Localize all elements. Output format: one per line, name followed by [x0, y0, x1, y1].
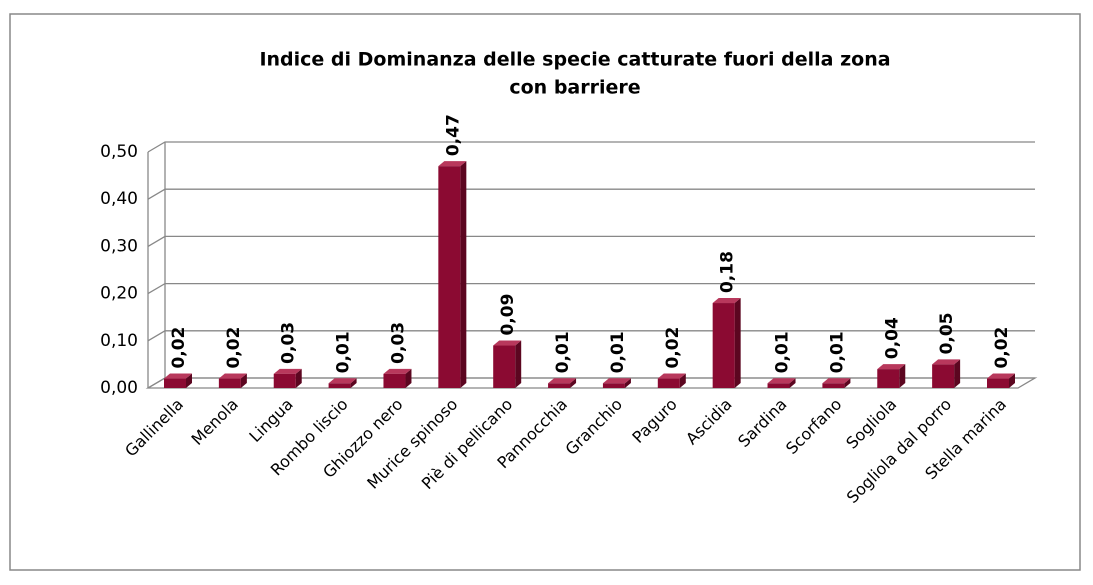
- value-label: 0,03: [279, 322, 299, 364]
- value-label: 0,02: [224, 327, 244, 369]
- bar-top: [987, 373, 1015, 379]
- grid-line: [147, 141, 1035, 153]
- bar: [712, 303, 735, 388]
- bar: [932, 364, 955, 388]
- grid-line: [147, 282, 1035, 295]
- bar-side: [954, 359, 961, 388]
- bar: [273, 373, 296, 388]
- value-label: 0,03: [388, 322, 408, 364]
- grid-line: [147, 188, 1035, 200]
- bar: [164, 378, 186, 388]
- bar-top: [218, 373, 247, 379]
- bar-top: [877, 364, 906, 370]
- bar-side: [350, 378, 357, 388]
- chart-title: con barriere: [509, 77, 640, 99]
- bar-side: [515, 340, 522, 388]
- bar-side: [624, 378, 631, 388]
- bar-top: [657, 373, 686, 379]
- y-tick-label: 0,20: [100, 284, 138, 304]
- bar-side: [186, 373, 192, 388]
- bar-side: [570, 378, 577, 388]
- y-tick-label: 0,00: [100, 378, 138, 398]
- bar-top: [932, 359, 961, 365]
- bar-top: [602, 378, 631, 384]
- value-label: 0,01: [773, 331, 793, 373]
- bar-side: [240, 373, 247, 388]
- bar-side: [844, 378, 851, 388]
- y-tick-label: 0,40: [100, 189, 138, 209]
- y-tick-label: 0,50: [100, 142, 138, 162]
- bar: [383, 373, 406, 388]
- bar-top: [712, 298, 741, 304]
- bar: [218, 378, 241, 388]
- bar-side: [405, 368, 412, 388]
- bar: [767, 383, 790, 388]
- y-tick-label: 0,10: [100, 331, 138, 351]
- bar-top: [822, 378, 851, 384]
- bar: [438, 166, 461, 388]
- bar-top: [548, 378, 577, 384]
- value-label: 0,01: [608, 331, 628, 373]
- bar-top: [493, 340, 522, 346]
- value-label: 0,09: [498, 294, 518, 336]
- bar-side: [789, 378, 796, 388]
- value-label: 0,02: [169, 327, 189, 369]
- bar-side: [295, 368, 302, 388]
- grid-line: [147, 235, 1035, 247]
- y-tick-label: 0,30: [100, 236, 138, 256]
- bar: [493, 345, 516, 388]
- value-label: 0,47: [443, 114, 463, 156]
- value-label: 0,01: [334, 331, 354, 373]
- bar: [657, 378, 680, 388]
- value-label: 0,05: [937, 312, 957, 354]
- value-label: 0,04: [882, 317, 902, 359]
- bar-side: [679, 373, 686, 388]
- chart-title: Indice di Dominanza delle specie cattura…: [259, 49, 890, 71]
- bar: [328, 383, 351, 388]
- bar: [877, 369, 900, 388]
- bar-side: [1009, 373, 1015, 388]
- bar: [987, 378, 1009, 388]
- value-label: 0,01: [827, 331, 847, 373]
- bar-top: [273, 368, 302, 374]
- chart-frame: [9, 13, 1081, 571]
- value-label: 0,02: [992, 327, 1012, 369]
- value-label: 0,01: [553, 331, 573, 373]
- bar: [548, 383, 571, 388]
- bar-top: [438, 161, 467, 167]
- bar-top: [767, 378, 796, 384]
- grid-line: [147, 330, 1035, 342]
- value-label: 0,18: [718, 251, 738, 293]
- bar-top: [383, 368, 412, 374]
- bar-side: [460, 161, 467, 388]
- bar-top: [164, 373, 192, 379]
- bar-side: [899, 364, 906, 388]
- value-label: 0,02: [663, 327, 683, 369]
- bar-top: [328, 378, 357, 384]
- bar: [602, 383, 625, 388]
- bar: [822, 383, 845, 388]
- bar-side: [734, 298, 741, 388]
